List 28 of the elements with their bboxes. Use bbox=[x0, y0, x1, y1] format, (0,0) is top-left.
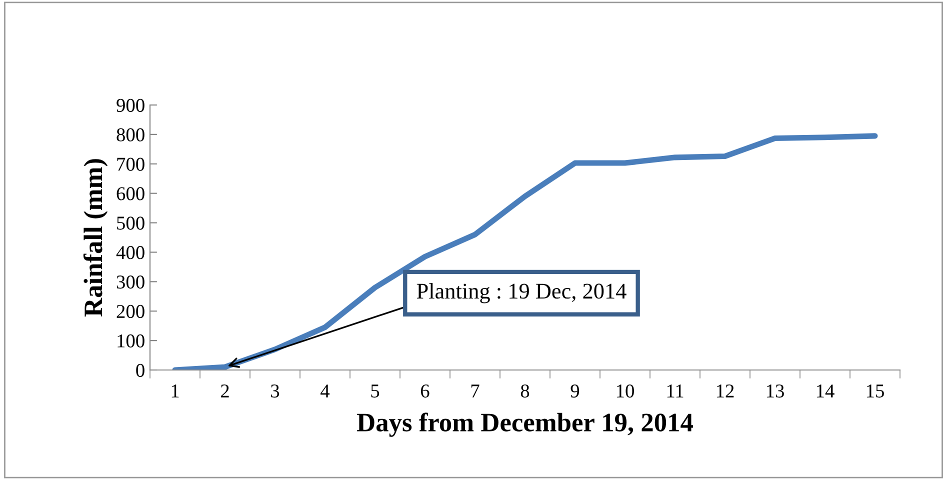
x-tick-label: 10 bbox=[616, 384, 634, 398]
x-tick-label: 1 bbox=[172, 384, 179, 398]
y-tick-label: 600 bbox=[116, 187, 144, 200]
y-tick-label: 500 bbox=[117, 216, 144, 230]
x-tick-label: 5 bbox=[371, 384, 380, 398]
x-axis-title: Days from December 19, 2014 bbox=[357, 412, 693, 437]
y-tick-label: 100 bbox=[118, 334, 144, 348]
y-tick-label: 0 bbox=[136, 364, 144, 377]
x-tick-label: 13 bbox=[766, 384, 784, 398]
x-tick-label: 11 bbox=[667, 384, 684, 398]
x-tick-label: 2 bbox=[220, 384, 229, 398]
x-tick-label: 4 bbox=[320, 384, 330, 398]
x-tick-label: 6 bbox=[420, 384, 430, 398]
x-tick-label: 7 bbox=[471, 384, 480, 398]
y-tick-label: 400 bbox=[116, 246, 144, 260]
x-tick-label: 15 bbox=[866, 384, 884, 398]
x-tick-label: 3 bbox=[271, 384, 280, 398]
x-tick-label: 8 bbox=[520, 384, 530, 398]
y-tick-label: 300 bbox=[116, 275, 144, 289]
x-tick-label: 9 bbox=[570, 384, 580, 398]
annotation: Planting : 19 Dec, 2014 bbox=[416, 283, 626, 304]
y-tick-label: 900 bbox=[116, 98, 144, 112]
y-tick-label: 700 bbox=[117, 158, 144, 171]
x-tick-label: 14 bbox=[816, 384, 834, 398]
y-axis-title: Rainfall (mm) bbox=[83, 159, 108, 317]
y-tick-label: 200 bbox=[116, 304, 144, 318]
y-tick-label: 800 bbox=[116, 128, 144, 142]
x-tick-label: 12 bbox=[716, 384, 734, 398]
